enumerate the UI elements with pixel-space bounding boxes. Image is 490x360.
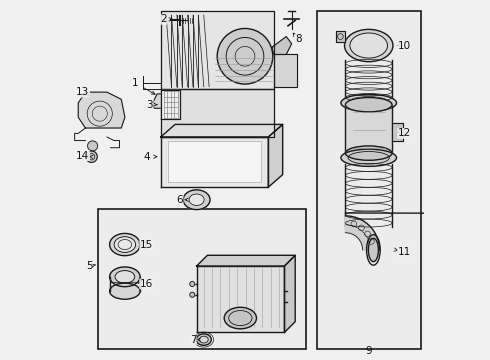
Text: 6: 6	[176, 195, 183, 205]
Text: 10: 10	[398, 41, 411, 50]
Circle shape	[190, 292, 195, 297]
Polygon shape	[161, 90, 180, 119]
Polygon shape	[336, 31, 344, 42]
Ellipse shape	[345, 98, 392, 112]
Text: 14: 14	[76, 150, 90, 161]
Text: 12: 12	[397, 129, 411, 138]
Polygon shape	[168, 140, 261, 182]
Text: 2: 2	[160, 14, 167, 24]
Circle shape	[88, 141, 98, 151]
Polygon shape	[161, 12, 274, 89]
Ellipse shape	[344, 30, 393, 62]
Text: 3: 3	[147, 100, 153, 110]
Polygon shape	[196, 255, 295, 266]
Ellipse shape	[368, 238, 378, 262]
Ellipse shape	[345, 146, 392, 160]
Text: 11: 11	[397, 247, 411, 257]
Text: 9: 9	[366, 346, 372, 356]
Ellipse shape	[114, 237, 136, 252]
Polygon shape	[196, 266, 285, 332]
Polygon shape	[161, 137, 269, 187]
Ellipse shape	[341, 149, 396, 166]
Polygon shape	[272, 37, 292, 54]
Ellipse shape	[189, 194, 204, 206]
Circle shape	[190, 282, 195, 287]
Polygon shape	[285, 255, 295, 332]
Polygon shape	[392, 123, 403, 140]
Ellipse shape	[110, 233, 140, 256]
Ellipse shape	[196, 334, 211, 345]
Ellipse shape	[199, 336, 208, 343]
Text: 8: 8	[295, 35, 301, 44]
Bar	[98, 209, 306, 348]
Text: 13: 13	[76, 87, 90, 97]
Text: 4: 4	[144, 152, 150, 162]
Ellipse shape	[183, 190, 210, 210]
Polygon shape	[153, 94, 161, 108]
Text: 7: 7	[190, 334, 196, 345]
Text: 1: 1	[132, 78, 139, 88]
Polygon shape	[345, 216, 379, 250]
Polygon shape	[345, 105, 392, 153]
Ellipse shape	[350, 33, 388, 58]
Text: 15: 15	[140, 239, 153, 249]
Polygon shape	[274, 54, 297, 87]
Ellipse shape	[217, 28, 273, 84]
Text: 16: 16	[140, 279, 153, 289]
Ellipse shape	[110, 267, 140, 287]
Polygon shape	[78, 92, 125, 128]
Bar	[317, 12, 421, 348]
Polygon shape	[161, 125, 283, 137]
Circle shape	[86, 151, 97, 162]
Ellipse shape	[115, 271, 135, 283]
Text: 5: 5	[86, 261, 92, 271]
Ellipse shape	[110, 283, 140, 299]
Polygon shape	[161, 89, 274, 137]
Ellipse shape	[224, 307, 256, 329]
Polygon shape	[269, 125, 283, 187]
Ellipse shape	[341, 94, 396, 112]
